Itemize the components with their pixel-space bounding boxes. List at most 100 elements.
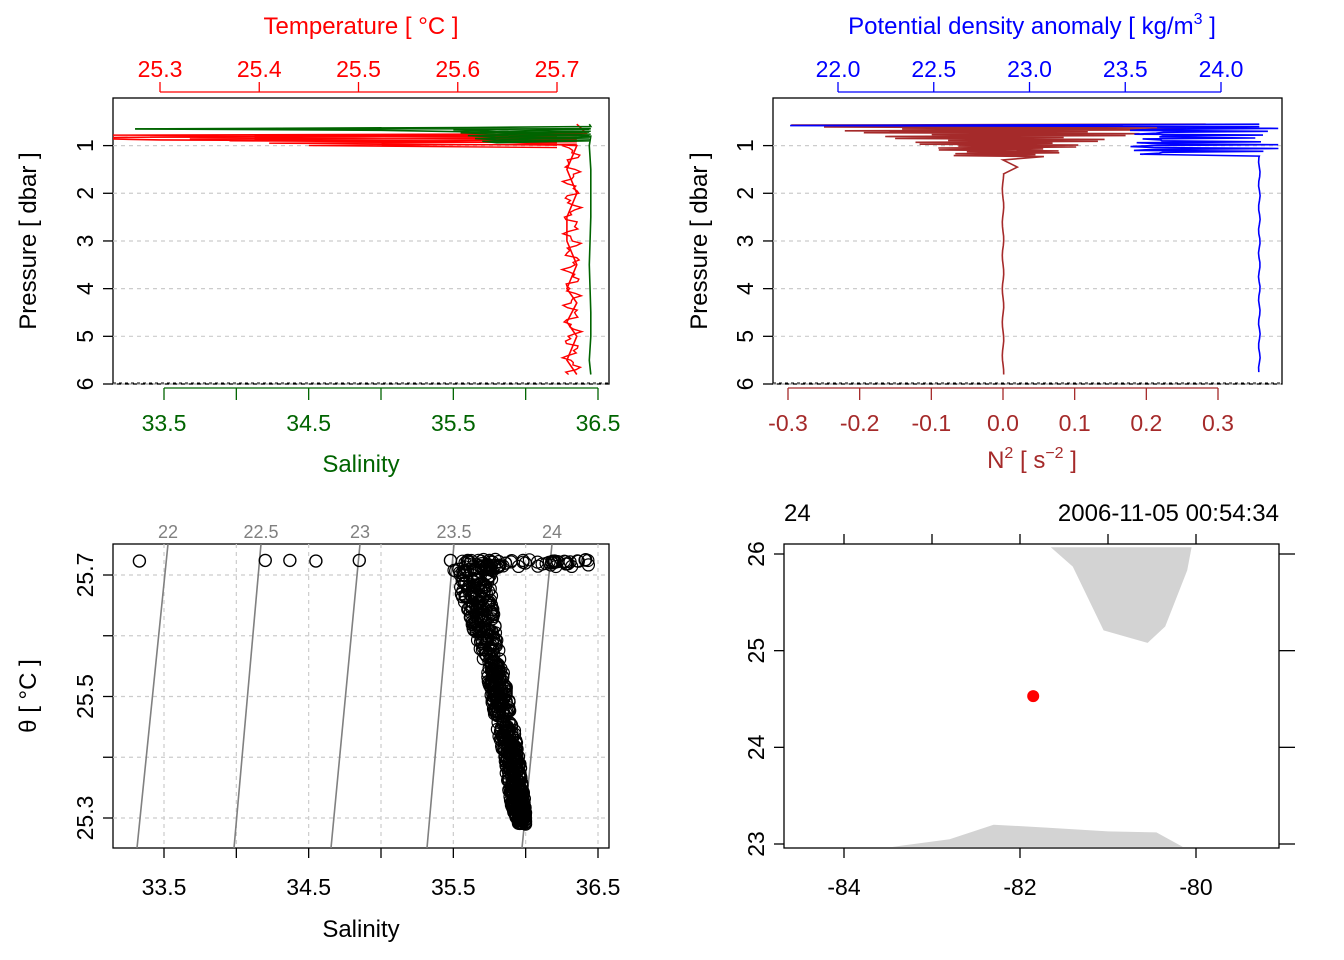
ts-point bbox=[512, 775, 527, 789]
theta-axis-title: θ [ °C ] bbox=[15, 659, 42, 733]
ts-point bbox=[479, 596, 493, 610]
salinity-tick-label: 35.5 bbox=[431, 410, 476, 436]
latitude-tick-label: 26 bbox=[743, 541, 769, 567]
land-cuba bbox=[892, 824, 1183, 847]
temperature-tick-label: 25.6 bbox=[435, 56, 480, 82]
salinity-axis-title: Salinity bbox=[322, 451, 399, 478]
latitude-tick-label: 25 bbox=[743, 638, 769, 664]
pressure-tick-label: 6 bbox=[732, 378, 758, 391]
salinity-tick-label: 35.5 bbox=[431, 874, 476, 900]
density-axis: 22.0 22.5 23.0 23.5 24.0 bbox=[816, 56, 1243, 93]
pressure-axis-title: Pressure [ dbar ] bbox=[686, 152, 713, 329]
station-marker bbox=[1027, 690, 1040, 703]
temperature-tick-label: 25.4 bbox=[237, 56, 282, 82]
ts-point bbox=[517, 814, 531, 828]
isopycnal-label: 22.5 bbox=[243, 522, 278, 542]
n2-tick-label: -0.1 bbox=[912, 410, 952, 436]
profile-lines bbox=[113, 123, 593, 376]
temperature-profile-line bbox=[113, 123, 589, 375]
temperature-loop bbox=[308, 143, 577, 149]
density-tick-label: 22.5 bbox=[911, 56, 956, 82]
station-label: 24 bbox=[784, 500, 811, 527]
salinity-tick-label: 33.5 bbox=[142, 874, 187, 900]
pressure-tick-label: 6 bbox=[72, 378, 98, 391]
pressure-tick-label: 4 bbox=[732, 282, 758, 295]
ts-point bbox=[476, 552, 491, 567]
ts-point bbox=[258, 553, 272, 568]
ts-point bbox=[473, 642, 487, 656]
temperature-deep-line bbox=[559, 144, 585, 376]
temperature-salinity-profile-panel: 25.3 25.4 25.5 25.6 25.7 33.5 34.5 35.5 36.5 1 2… bbox=[15, 13, 620, 478]
station-map-panel: -84 -82 -80 23 24 25 26 24 2006-11-05 00:54:34 bbox=[743, 500, 1295, 900]
ts-point bbox=[492, 643, 506, 657]
station-timestamp: 2006-11-05 00:54:34 bbox=[1058, 500, 1279, 527]
density-n2-profile-panel: 22.0 22.5 23.0 23.5 24.0 -0.3 -0.2 -0.1 0.0 0.1 0… bbox=[686, 11, 1283, 474]
ts-point bbox=[499, 766, 513, 780]
land-florida bbox=[1050, 547, 1192, 643]
ts-point bbox=[581, 553, 595, 568]
pressure-tick-label: 5 bbox=[732, 330, 758, 343]
theta-axis: 25.3 25.5 25.7 bbox=[72, 553, 113, 841]
profile-lines bbox=[790, 123, 1279, 375]
ts-point bbox=[496, 559, 510, 573]
density-profile-line bbox=[790, 123, 1279, 373]
pressure-tick-label: 2 bbox=[732, 187, 758, 200]
ts-point bbox=[309, 554, 323, 568]
theta-tick-label: 25.3 bbox=[72, 796, 98, 841]
salinity-loop bbox=[467, 133, 591, 138]
isopycnal-line bbox=[136, 544, 169, 848]
n2-axis: -0.3 -0.2 -0.1 0.0 0.1 0.2 0.3 bbox=[768, 387, 1234, 436]
ts-point bbox=[539, 556, 553, 571]
n2-tick-label: 0.3 bbox=[1202, 410, 1234, 436]
pressure-tick-label: 3 bbox=[732, 235, 758, 248]
land-polygons bbox=[892, 547, 1192, 847]
ts-point bbox=[469, 623, 483, 638]
salinity-loop bbox=[460, 130, 591, 135]
temperature-tick-label: 25.5 bbox=[336, 56, 381, 82]
grid-lines bbox=[113, 544, 609, 848]
ts-point bbox=[483, 555, 497, 569]
ts-points bbox=[132, 552, 596, 831]
ts-point bbox=[132, 554, 147, 568]
n2-tick-label: 0.2 bbox=[1130, 410, 1162, 436]
salinity-tick-label: 33.5 bbox=[142, 410, 187, 436]
salinity-tick-label: 36.5 bbox=[576, 410, 621, 436]
ts-point bbox=[352, 553, 366, 568]
pressure-axis: 1 2 3 4 5 6 bbox=[732, 139, 773, 390]
ts-point bbox=[506, 730, 520, 745]
ts-point bbox=[570, 554, 585, 568]
ts-point bbox=[492, 661, 506, 675]
ts-point bbox=[487, 607, 501, 621]
ts-point bbox=[518, 556, 532, 570]
density-axis-title: Potential density anomaly [ kg/m3 ] bbox=[848, 11, 1216, 40]
theta-tick-label: 25.7 bbox=[72, 553, 98, 598]
latitude-tick-label: 24 bbox=[743, 734, 769, 760]
pressure-axis-title: Pressure [ dbar ] bbox=[15, 152, 42, 329]
map-frame bbox=[783, 543, 1280, 849]
pressure-tick-label: 5 bbox=[72, 330, 98, 343]
ts-point bbox=[470, 599, 485, 614]
ts-point bbox=[491, 657, 505, 672]
ts-point bbox=[492, 554, 506, 569]
map-axes: -84 -82 -80 23 24 25 26 bbox=[743, 534, 1295, 900]
salinity-loop bbox=[482, 139, 591, 144]
ts-point bbox=[505, 786, 519, 800]
salinity-tick-label: 36.5 bbox=[576, 874, 621, 900]
isopycnal-label: 23.5 bbox=[436, 522, 471, 542]
ts-point bbox=[462, 555, 476, 569]
salinity-loop bbox=[474, 136, 591, 141]
n2-tick-label: -0.2 bbox=[840, 410, 880, 436]
latitude-tick-label: 23 bbox=[743, 831, 769, 857]
isopycnal-line bbox=[330, 544, 361, 848]
n2-tick-label: 0.1 bbox=[1059, 410, 1091, 436]
n2-profile-line bbox=[791, 123, 1206, 375]
isopycnal-label: 23 bbox=[350, 522, 370, 542]
ts-point bbox=[468, 614, 482, 628]
isopycnal-labels: 22 22.5 23 23.5 24 bbox=[158, 522, 562, 542]
density-tick-label: 23.0 bbox=[1007, 56, 1052, 82]
density-tick-label: 22.0 bbox=[816, 56, 861, 82]
temperature-tick-label: 25.3 bbox=[138, 56, 183, 82]
ts-point bbox=[455, 587, 469, 601]
ts-point bbox=[505, 741, 519, 755]
